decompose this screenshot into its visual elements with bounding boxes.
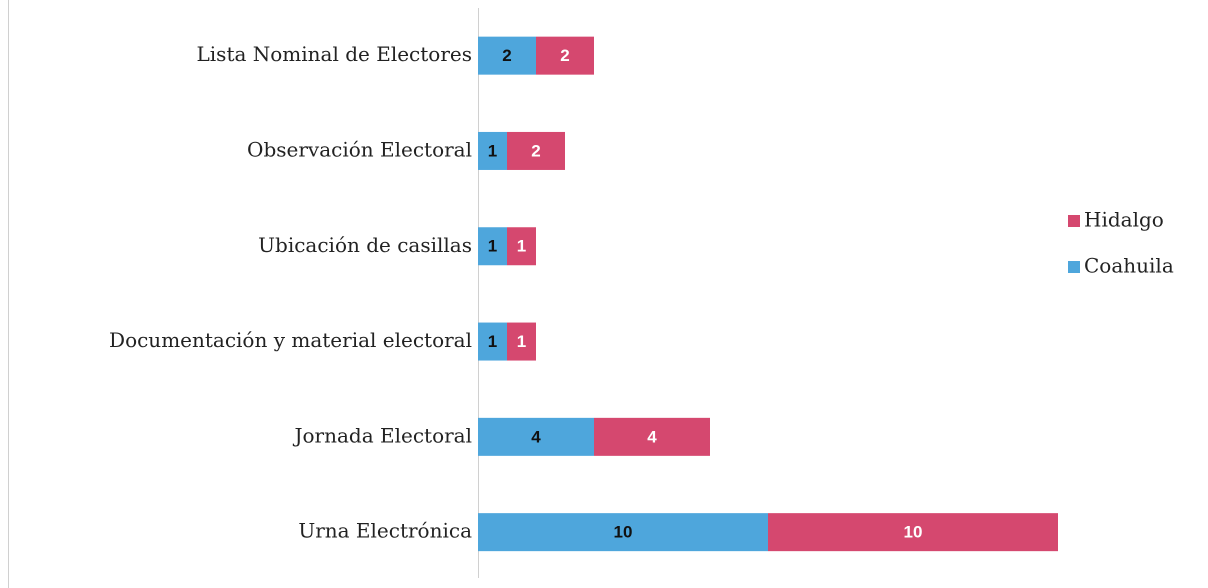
bar-segment [478, 417, 594, 456]
data-label: 10 [614, 523, 633, 542]
category-label: Documentación y material electoral [109, 328, 472, 352]
category-label: Urna Electrónica [298, 519, 472, 543]
category-label: Observación Electoral [247, 137, 472, 161]
data-label: 1 [488, 237, 497, 256]
bar-segment [478, 227, 507, 266]
bar-segment [507, 131, 565, 170]
data-label: 2 [531, 141, 540, 160]
data-label: 2 [560, 46, 569, 65]
bar-segment [507, 227, 536, 266]
data-label: 1 [488, 141, 497, 160]
bar-segment [768, 513, 1058, 552]
category-label: Jornada Electoral [293, 423, 473, 447]
bar-segment [478, 513, 768, 552]
category-label: Lista Nominal de Electores [197, 42, 473, 66]
legend-swatch [1068, 215, 1080, 227]
data-label: 1 [488, 332, 497, 351]
bar-segment [478, 36, 536, 75]
data-label: 1 [517, 332, 526, 351]
data-label: 10 [904, 523, 923, 542]
legend-swatch [1068, 261, 1080, 273]
bar-segment [507, 322, 536, 361]
data-label: 4 [531, 427, 541, 446]
bar-segment [594, 417, 710, 456]
bar-segment [478, 131, 507, 170]
legend-label: Coahuila [1084, 254, 1174, 278]
data-label: 4 [647, 427, 657, 446]
bar-segment [536, 36, 594, 75]
legend-label: Hidalgo [1084, 208, 1164, 232]
data-label: 2 [502, 46, 511, 65]
data-label: 1 [517, 237, 526, 256]
category-label: Ubicación de casillas [258, 233, 472, 257]
bar-segment [478, 322, 507, 361]
